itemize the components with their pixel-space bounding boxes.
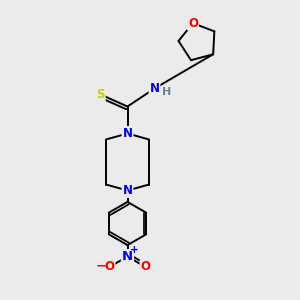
Text: N: N <box>122 250 133 263</box>
Text: H: H <box>163 87 172 97</box>
Text: N: N <box>122 184 133 197</box>
Text: +: + <box>130 245 139 255</box>
Text: N: N <box>149 82 160 95</box>
Text: S: S <box>96 88 105 101</box>
Text: N: N <box>122 127 133 140</box>
Text: O: O <box>104 260 115 274</box>
Text: O: O <box>188 17 198 30</box>
Text: O: O <box>140 260 151 274</box>
Text: −: − <box>95 259 107 272</box>
